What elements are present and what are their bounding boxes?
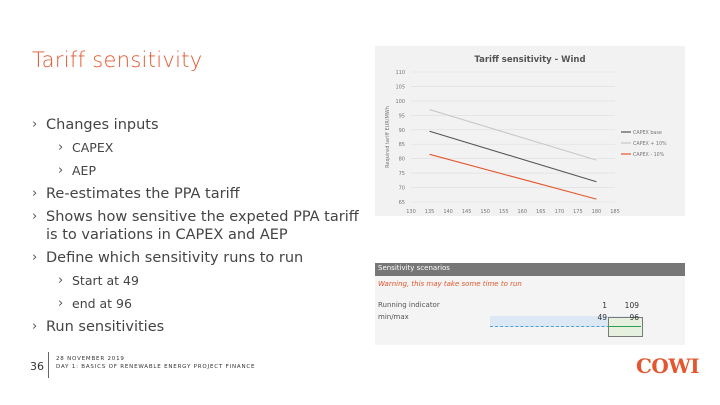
bullet-item: › Define which sensitivity runs to run [32,249,362,267]
bullet-item: › Changes inputs [32,116,362,134]
x-tick-label: 155 [499,209,509,215]
slide-title: Tariff sensitivity [32,48,203,72]
legend-label: CAPEX - 10% [633,152,665,158]
x-tick-label: 170 [555,209,565,215]
y-tick-label: 110 [395,70,405,76]
bullet-text: CAPEX [72,140,114,155]
footer-divider [48,352,49,378]
bullet-text: Define which sensitivity runs to run [46,250,304,266]
bullet-text: AEP [72,163,96,178]
legend-label: CAPEX + 10% [633,141,667,147]
chart-svg: Tariff sensitivity - Wind 65 70 75 80 85 90 95 1… [385,55,667,225]
bullet-arrow-icon: › [32,319,38,334]
bullet-arrow-icon: › [58,163,64,178]
sub-bullet-item: › Start at 49 [32,272,362,290]
bullet-arrow-icon: › [32,209,38,224]
cowi-logo: COWI [636,354,700,378]
bullet-text: Start at 49 [72,273,139,288]
footer-text: 28 NOVEMBER 2019 DAY 1: BASICS OF RENEWA… [56,355,255,371]
bullet-text: end at 96 [72,296,132,311]
y-tick-label: 100 [395,99,405,105]
x-tick-label: 160 [517,209,527,215]
min-max-label: min/max [378,313,409,321]
footer-date: 28 NOVEMBER 2019 [56,356,125,362]
x-tick-label: 140 [443,209,453,215]
series-line [429,109,597,161]
bullet-item: › Shows how sensitive the expeted PPA tar… [32,208,362,244]
sub-bullet-item: › AEP [32,162,362,180]
bullet-text: Changes inputs [46,117,159,133]
bullet-text: Shows how sensitive the expeted PPA tari… [46,209,359,243]
bullet-arrow-icon: › [58,140,64,155]
x-tick-label: 185 [610,209,620,215]
bullet-text: Re-estimates the PPA tariff [46,186,240,202]
tariff-chart: Tariff sensitivity - Wind 65 70 75 80 85 90 95 1… [375,46,685,225]
bullet-item: › Re-estimates the PPA tariff [32,185,362,203]
warning-text: Warning, this may take some time to run [378,280,522,288]
series-line [429,153,597,200]
sensitivity-panel: Sensitivity scenarios Warning, this may … [375,263,685,345]
min-value[interactable]: 49 [597,313,607,322]
range-band [490,316,640,327]
selected-cell[interactable] [608,317,643,337]
y-tick-label: 105 [395,84,405,90]
page-number: 36 [30,360,44,373]
y-tick-label: 80 [399,157,405,163]
y-tick-label: 85 [399,142,405,148]
y-tick-label: 95 [399,113,405,119]
max-value[interactable]: 96 [629,313,639,322]
y-axis-label: Required tariff EUR/MWh [385,106,391,168]
chart-title: Tariff sensitivity - Wind [474,55,585,65]
panel-header: Sensitivity scenarios [375,263,685,276]
x-tick-label: 165 [536,209,546,215]
y-tick-label: 70 [399,186,405,192]
y-tick-label: 90 [399,128,405,134]
x-tick-label: 130 [406,209,416,215]
running-indicator-label: Running indicator [378,301,440,309]
x-tick-label: 145 [462,209,472,215]
bullet-arrow-icon: › [58,296,64,311]
footer-course: DAY 1: BASICS OF RENEWABLE ENERGY PROJEC… [56,364,256,370]
bullet-arrow-icon: › [32,186,38,201]
bullet-item: › Run sensitivities [32,318,362,336]
x-tick-label: 150 [480,209,490,215]
panel-header-text: Sensitivity scenarios [378,264,450,272]
bullet-list: › Changes inputs › CAPEX › AEP › Re-estimates t… [32,116,362,341]
selected-cell-line [608,326,641,327]
bullet-arrow-icon: › [32,250,38,265]
x-tick-label: 135 [425,209,435,215]
sub-bullet-item: › CAPEX [32,139,362,157]
running-indicator-a[interactable]: 1 [602,301,607,310]
bullet-arrow-icon: › [58,273,64,288]
legend-label: CAPEX base [633,130,662,136]
x-tick-label: 175 [573,209,583,215]
y-tick-label: 75 [399,171,405,177]
bullet-text: Run sensitivities [46,319,165,335]
y-tick-label: 65 [399,200,405,206]
bullet-arrow-icon: › [32,117,38,132]
sub-bullet-item: › end at 96 [32,295,362,313]
x-tick-label: 180 [592,209,602,215]
running-indicator-b[interactable]: 109 [624,301,639,310]
series-line [429,130,597,183]
